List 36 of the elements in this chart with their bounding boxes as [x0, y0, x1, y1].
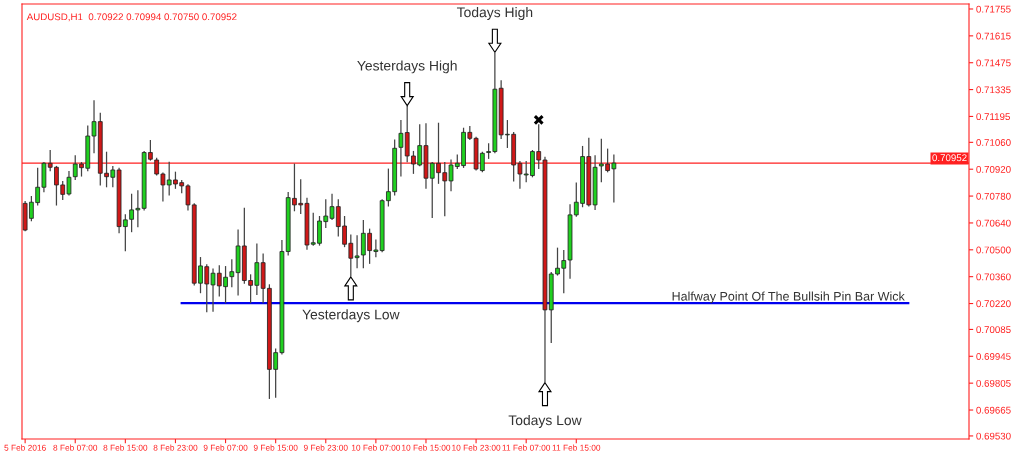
text: AUDUSD,H1 0.70922 0.70994 0.70750 0.70952	[26, 13, 237, 22]
x-tick-label: 5 Feb 2016	[4, 444, 46, 451]
x-tick-label: 9 Feb 15:00	[253, 444, 298, 451]
x-tick-label: 9 Feb 23:00	[303, 444, 348, 451]
y-tick-label: 0.71475	[976, 59, 1011, 67]
x-tick-label: 10 Feb 07:00	[351, 444, 401, 451]
y-tick-label: 0.70220	[976, 300, 1011, 308]
y-tick-label: 0.71755	[976, 5, 1011, 13]
y-tick-label: 0.69805	[976, 379, 1011, 387]
annotation: Todays Low	[508, 414, 582, 428]
y-tick-label: 0.71615	[976, 32, 1011, 40]
y-tick-label: 0.71060	[976, 139, 1011, 146]
series-label: Halfway Point Of The Bullsih Pin Bar Wick	[672, 291, 905, 304]
y-tick-label: 0.70640	[976, 219, 1011, 227]
x-tick-label: 8 Feb 23:00	[153, 444, 198, 451]
annotation: Yesterdays High	[357, 60, 457, 74]
x-tick-label: 9 Feb 07:00	[203, 444, 248, 451]
y-tick-label: 0.70780	[976, 192, 1011, 200]
x-tick-label: 11 Feb 07:00	[502, 444, 551, 451]
annotation: Todays High	[456, 7, 533, 20]
ref-line-label: 0.70952	[932, 154, 967, 162]
x-tick-label: 10 Feb 15:00	[402, 444, 451, 451]
x-tick-label: 8 Feb 07:00	[53, 444, 98, 451]
annotation: Yesterdays Low	[302, 309, 400, 323]
y-tick-label: 0.69530	[976, 432, 1011, 440]
y-tick-label: 0.70500	[976, 246, 1011, 254]
x-tick-label: 8 Feb 15:00	[103, 444, 148, 451]
y-tick-label: 0.69945	[976, 353, 1011, 360]
y-tick-label: 0.70085	[976, 326, 1011, 334]
y-tick-label: 0.70360	[976, 273, 1011, 281]
y-tick-label: 0.71195	[976, 113, 1010, 121]
y-tick-label: 0.69665	[976, 406, 1011, 414]
x-tick-label: 11 Feb 15:00	[552, 444, 601, 451]
y-tick-label: 0.71335	[976, 86, 1011, 94]
x-tick-label: 10 Feb 23:00	[452, 444, 501, 451]
y-tick-label: 0.70920	[976, 165, 1011, 173]
